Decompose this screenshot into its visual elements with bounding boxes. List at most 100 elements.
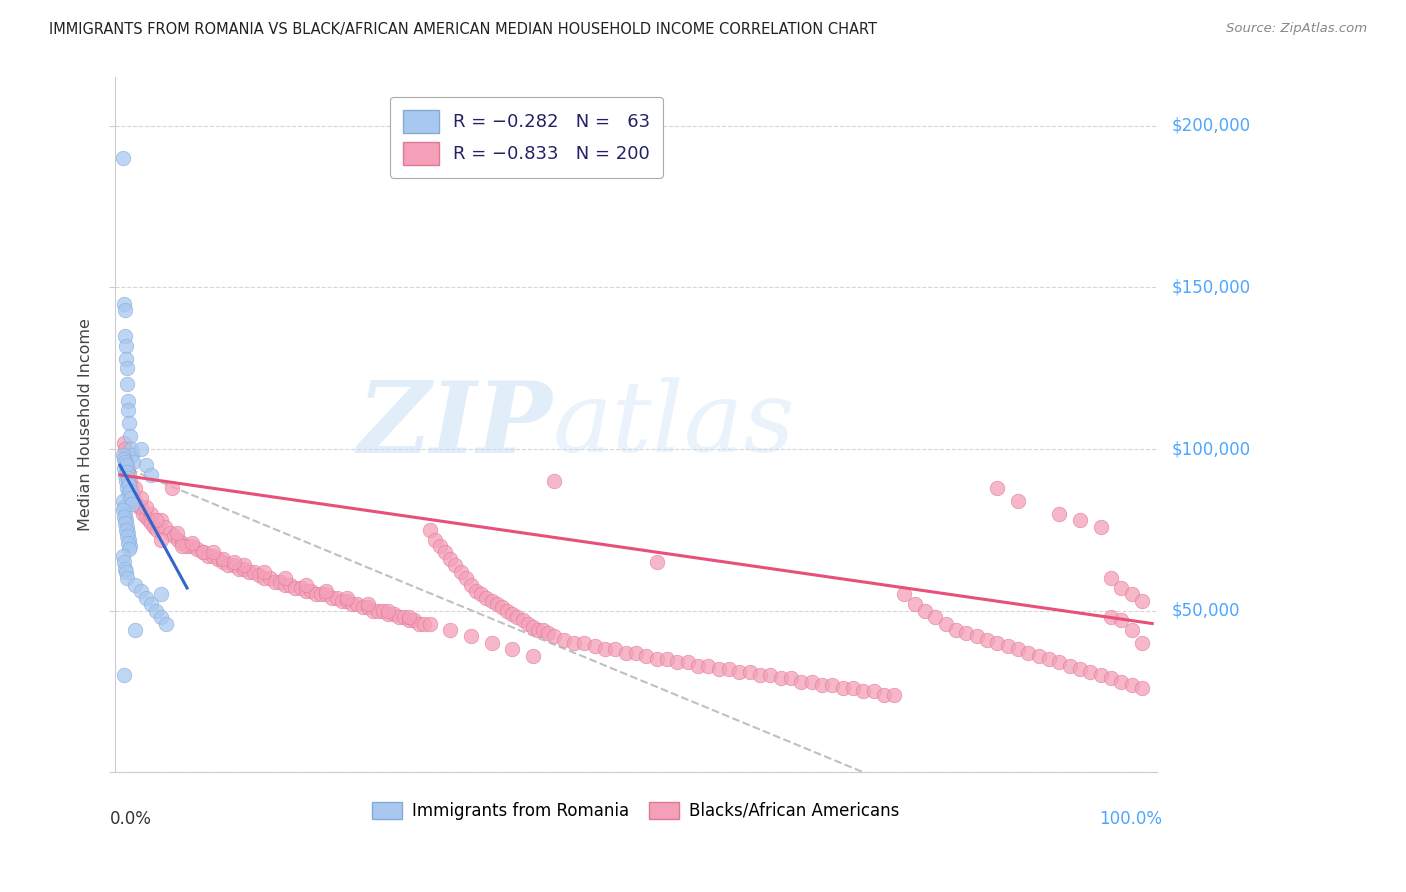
Point bbox=[139, 507, 162, 521]
Point bbox=[419, 616, 441, 631]
Point bbox=[122, 491, 145, 505]
Point bbox=[1130, 636, 1153, 650]
Point bbox=[117, 461, 139, 475]
Point bbox=[914, 604, 936, 618]
Point bbox=[1109, 613, 1132, 627]
Point bbox=[382, 607, 405, 621]
Point bbox=[749, 668, 772, 682]
Point bbox=[429, 539, 451, 553]
Point bbox=[120, 483, 142, 498]
Text: 100.0%: 100.0% bbox=[1099, 810, 1163, 829]
Point bbox=[935, 616, 957, 631]
Point bbox=[434, 545, 457, 559]
Point bbox=[986, 636, 1008, 650]
Point bbox=[605, 642, 627, 657]
Point bbox=[986, 481, 1008, 495]
Point bbox=[139, 516, 162, 531]
Point bbox=[352, 600, 374, 615]
Point bbox=[112, 509, 135, 524]
Point bbox=[686, 658, 709, 673]
Point bbox=[128, 500, 150, 515]
Point bbox=[1121, 623, 1143, 637]
Point bbox=[117, 475, 139, 489]
Point bbox=[299, 584, 322, 599]
Point bbox=[118, 416, 141, 430]
Text: atlas: atlas bbox=[553, 377, 796, 473]
Point bbox=[800, 674, 823, 689]
Point bbox=[181, 539, 204, 553]
Point bbox=[883, 688, 905, 702]
Point bbox=[945, 623, 967, 637]
Point bbox=[253, 565, 276, 579]
Point bbox=[583, 639, 606, 653]
Point bbox=[645, 555, 668, 569]
Point bbox=[1028, 648, 1050, 663]
Point bbox=[278, 578, 301, 592]
Point bbox=[115, 519, 138, 533]
Point bbox=[460, 630, 482, 644]
Point bbox=[1069, 513, 1091, 527]
Point bbox=[522, 648, 544, 663]
Point bbox=[357, 597, 380, 611]
Point bbox=[112, 555, 135, 569]
Point bbox=[676, 655, 699, 669]
Point bbox=[460, 578, 482, 592]
Point bbox=[259, 571, 281, 585]
Point bbox=[139, 467, 162, 482]
Point bbox=[162, 529, 184, 543]
Point bbox=[976, 632, 998, 647]
Point bbox=[342, 597, 364, 611]
Point bbox=[1078, 665, 1101, 679]
Point bbox=[357, 600, 380, 615]
Point bbox=[129, 500, 152, 515]
Point bbox=[207, 552, 229, 566]
Point bbox=[145, 604, 167, 618]
Point bbox=[115, 565, 138, 579]
Point bbox=[247, 568, 270, 582]
Point bbox=[135, 458, 157, 473]
Point bbox=[309, 587, 332, 601]
Point bbox=[321, 591, 343, 605]
Point bbox=[155, 616, 177, 631]
Point bbox=[1059, 658, 1081, 673]
Point bbox=[1017, 646, 1039, 660]
Point bbox=[129, 584, 152, 599]
Point bbox=[481, 594, 503, 608]
Point bbox=[924, 610, 946, 624]
Point bbox=[114, 455, 136, 469]
Point bbox=[217, 558, 239, 573]
Point bbox=[232, 561, 254, 575]
Point bbox=[115, 351, 138, 366]
Point bbox=[124, 623, 146, 637]
Point bbox=[862, 684, 884, 698]
Point bbox=[150, 610, 173, 624]
Point bbox=[966, 630, 988, 644]
Point bbox=[201, 545, 224, 559]
Point bbox=[645, 652, 668, 666]
Point bbox=[115, 529, 138, 543]
Point bbox=[373, 604, 395, 618]
Point bbox=[145, 513, 167, 527]
Point bbox=[522, 620, 544, 634]
Point bbox=[117, 403, 139, 417]
Point bbox=[212, 552, 235, 566]
Point bbox=[115, 338, 138, 352]
Point bbox=[294, 584, 316, 599]
Point bbox=[562, 636, 585, 650]
Point bbox=[531, 623, 554, 637]
Point bbox=[501, 642, 523, 657]
Text: $150,000: $150,000 bbox=[1171, 278, 1250, 296]
Point bbox=[170, 539, 193, 553]
Point bbox=[114, 303, 136, 318]
Point bbox=[1069, 662, 1091, 676]
Point bbox=[398, 610, 420, 624]
Point bbox=[423, 533, 446, 547]
Point bbox=[1121, 587, 1143, 601]
Point bbox=[413, 616, 436, 631]
Point bbox=[1090, 519, 1112, 533]
Point bbox=[574, 636, 596, 650]
Point bbox=[728, 665, 751, 679]
Point bbox=[112, 668, 135, 682]
Point bbox=[114, 329, 136, 343]
Point bbox=[150, 533, 173, 547]
